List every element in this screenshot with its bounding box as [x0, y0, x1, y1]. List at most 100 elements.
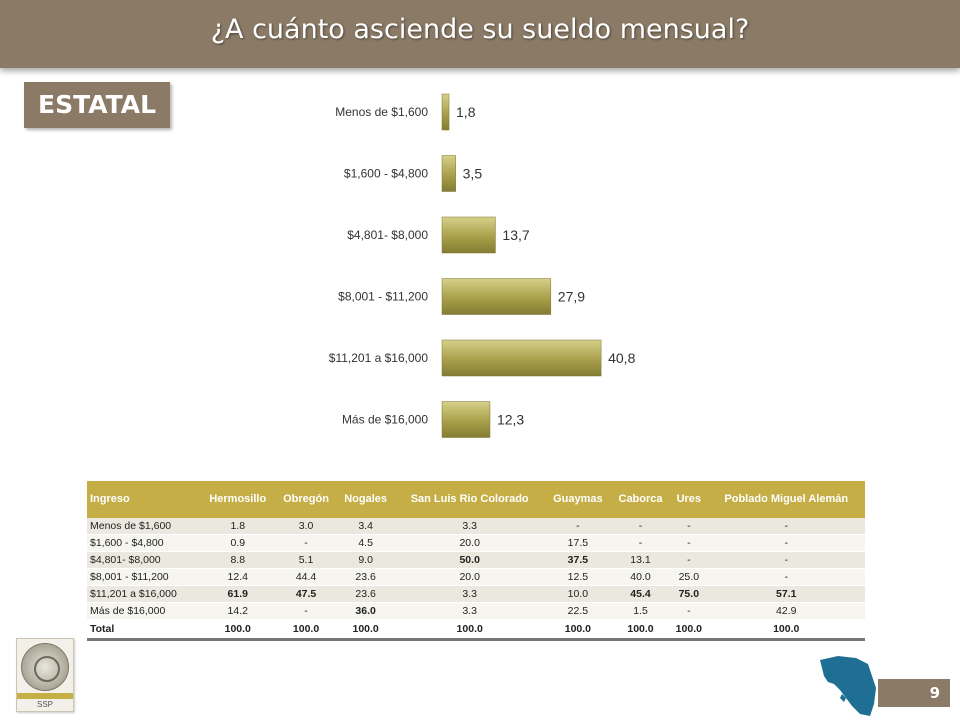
total-cell: 100.0 [707, 619, 865, 641]
page-title: ¿A cuánto asciende su sueldo mensual? [210, 14, 750, 45]
table-cell: 10.0 [544, 585, 611, 603]
table-row: $11,201 a $16,000 61.9 47.5 23.6 3.3 10.0 45.4… [87, 585, 865, 603]
table-cell: Más de $16,000 [87, 602, 201, 620]
bar-chart: Menos de $1,600 1,8 $1,600 - $4,800 3,5 $4,8… [329, 93, 636, 438]
table-cell: - [275, 534, 337, 552]
page-number: 9 [878, 679, 950, 707]
table-cell: $8,001 - $11,200 [87, 568, 201, 586]
category-label: $8,001 - $11,200 [338, 290, 428, 304]
table-cell: $1,600 - $4,800 [87, 534, 201, 552]
table-cell: 12.5 [544, 568, 611, 586]
table-cell: 44.4 [275, 568, 337, 586]
table-cell: 61.9 [200, 585, 276, 603]
table-cell: 57.1 [707, 585, 865, 603]
total-cell: 100.0 [610, 619, 671, 641]
total-cell: 100.0 [200, 619, 276, 641]
table-cell: 3.3 [394, 602, 545, 620]
table-cell: 23.6 [336, 568, 395, 586]
table-cell: - [670, 534, 708, 552]
column-header: Nogales [336, 481, 395, 518]
bar [441, 339, 602, 377]
table-cell: 8.8 [200, 551, 276, 569]
table-cell: 1.8 [200, 518, 276, 535]
table-cell: 12.4 [200, 568, 276, 586]
table-cell: 50.0 [394, 551, 545, 569]
bar [441, 155, 456, 192]
seal-icon [21, 643, 69, 691]
value-label: 12,3 [497, 412, 524, 428]
table-cell: - [544, 518, 611, 535]
table-cell: - [670, 518, 708, 535]
table-cell: 9.0 [336, 551, 395, 569]
table-cell: 20.0 [394, 568, 545, 586]
table-cell: 3.0 [275, 518, 337, 535]
table-cell: 1.5 [610, 602, 671, 620]
table-cell: 75.0 [670, 585, 708, 603]
table-cell: 4.5 [336, 534, 395, 552]
table-cell: 0.9 [200, 534, 276, 552]
category-label: $4,801- $8,000 [347, 228, 428, 242]
total-cell: 100.0 [670, 619, 708, 641]
table-cell: 36.0 [336, 602, 395, 620]
table-row: $8,001 - $11,200 12.4 44.4 23.6 20.0 12.5 40.0… [87, 568, 865, 586]
income-table: Ingreso Hermosillo Obregón Nogales San Luis … [87, 481, 865, 641]
table-cell: - [707, 568, 865, 586]
table-cell: 20.0 [394, 534, 545, 552]
category-label: Más de $16,000 [342, 413, 428, 427]
value-label: 3,5 [463, 166, 483, 182]
table-cell: 25.0 [670, 568, 708, 586]
table-cell: 40.0 [610, 568, 671, 586]
category-label: Menos de $1,600 [335, 105, 428, 119]
table-cell: 42.9 [707, 602, 865, 620]
column-header: Poblado Miguel Alemán [707, 481, 865, 518]
column-header: Obregón [275, 481, 337, 518]
table-cell: - [610, 534, 671, 552]
table-cell: 45.4 [610, 585, 671, 603]
sonora-map-icon [820, 656, 876, 716]
column-header: Hermosillo [200, 481, 276, 518]
table-cell: 14.2 [200, 602, 276, 620]
title-bar: ¿A cuánto asciende su sueldo mensual? [0, 0, 960, 68]
total-cell: 100.0 [544, 619, 611, 641]
table-cell: 22.5 [544, 602, 611, 620]
ssp-logo: SSP [16, 638, 74, 712]
value-label: 27,9 [558, 289, 585, 305]
bar [441, 93, 450, 131]
category-label: $1,600 - $4,800 [344, 167, 428, 181]
total-cell: Total [87, 619, 201, 641]
table-cell: 3.3 [394, 518, 545, 535]
logo-text: SSP [36, 700, 53, 709]
column-header: Ures [670, 481, 708, 518]
bar [441, 216, 496, 254]
table-cell: - [707, 551, 865, 569]
table-cell: 17.5 [544, 534, 611, 552]
table-cell: $4,801- $8,000 [87, 551, 201, 569]
table-cell: - [670, 602, 708, 620]
table-cell: 23.6 [336, 585, 395, 603]
total-cell: 100.0 [275, 619, 337, 641]
table-cell: - [707, 534, 865, 552]
category-label: $11,201 a $16,000 [329, 351, 429, 365]
total-cell: 100.0 [336, 619, 395, 641]
table-cell: - [707, 518, 865, 535]
total-cell: 100.0 [394, 619, 545, 641]
value-label: 1,8 [456, 104, 476, 120]
value-label: 40,8 [608, 350, 635, 366]
table-cell: Menos de $1,600 [87, 518, 201, 535]
column-header: Ingreso [87, 481, 201, 518]
column-header: San Luis Rio Colorado [394, 481, 545, 518]
column-header: Caborca [610, 481, 671, 518]
bar [441, 401, 491, 438]
table-cell: - [670, 551, 708, 569]
table-header-row: Ingreso Hermosillo Obregón Nogales San Luis … [87, 481, 865, 518]
value-label: 13,7 [502, 227, 529, 243]
table-cell: 37.5 [544, 551, 611, 569]
table-cell: 3.4 [336, 518, 395, 535]
table-row: Menos de $1,600 1.8 3.0 3.4 3.3- - - - [87, 518, 865, 535]
table-row: $1,600 - $4,800 0.9-4.5 20.0 17.5- - - [87, 534, 865, 552]
table-cell: - [275, 602, 337, 620]
table-row: $4,801- $8,000 8.8 5.1 9.0 50.0 37.5 13.1- - [87, 551, 865, 569]
table-cell: $11,201 a $16,000 [87, 585, 201, 603]
table-cell: 3.3 [394, 585, 545, 603]
table-cell: - [610, 518, 671, 535]
